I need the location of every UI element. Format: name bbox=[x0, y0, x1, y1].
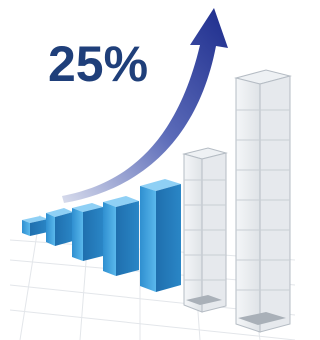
blue-bars bbox=[22, 179, 181, 292]
headline: 25% bbox=[48, 36, 148, 92]
illustration: 25% bbox=[0, 0, 295, 340]
glass-bars bbox=[184, 70, 290, 332]
